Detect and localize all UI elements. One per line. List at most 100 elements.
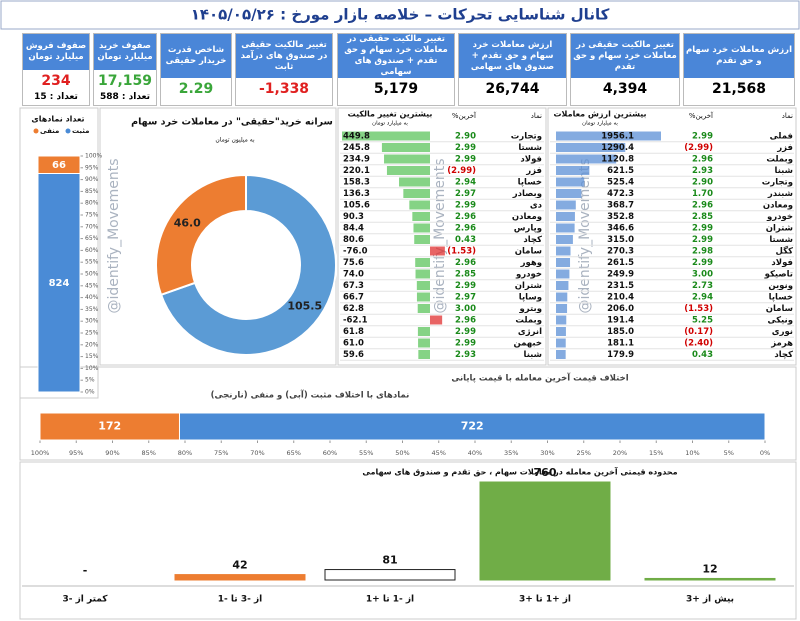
kpi-value: 234	[41, 73, 71, 89]
column-header: نماد	[531, 112, 542, 120]
bar-segment	[178, 412, 766, 441]
cell-change: 2.98	[692, 247, 713, 257]
cell-change: 3.00	[455, 304, 476, 314]
x-tick-label: کمتر از -3	[62, 595, 108, 605]
x-tick-label: 65%	[287, 449, 301, 457]
panel	[547, 107, 797, 366]
cell-change: 2.94	[692, 293, 713, 303]
cell-value: 179.9	[607, 350, 634, 360]
cell-value: 84.4	[343, 224, 364, 234]
kpi-label: صفوف خرید میلیارد تومان	[94, 34, 156, 70]
legend-swatch	[33, 128, 39, 134]
data-bar	[342, 131, 430, 141]
chart-title: تعداد نمادهای	[31, 115, 84, 124]
x-tick-label: 40%	[468, 449, 482, 457]
kpi-label: تغییر مالکیت حقیقی در معاملات خرد سهام و…	[338, 34, 454, 78]
y-tick-label: 10%	[85, 365, 99, 372]
y-tick-label: 55%	[85, 259, 99, 266]
data-bar	[403, 189, 430, 198]
data-bar	[409, 200, 430, 210]
bar-value-label: 12	[702, 562, 717, 575]
data-bar	[416, 281, 430, 290]
y-tick-label: 90%	[85, 176, 99, 183]
cell-value: 270.3	[607, 247, 634, 257]
table-unit: به میلیارد تومان	[582, 121, 618, 127]
cell-symbol: وساپا	[519, 293, 542, 303]
cell-symbol: انرژی	[518, 327, 542, 337]
data-bar	[556, 350, 566, 359]
cell-symbol: هرمز	[770, 339, 793, 349]
bar-value-label: 42	[232, 559, 247, 572]
data-bar	[556, 281, 569, 290]
data-bar	[430, 246, 445, 256]
cell-symbol: شستا	[769, 235, 793, 245]
panel	[337, 107, 547, 366]
cell-symbol: شبندر	[767, 189, 793, 199]
cell-symbol: ونیکی	[768, 316, 794, 326]
segment-label: 722	[461, 420, 484, 433]
cell-change: 2.96	[455, 316, 476, 326]
data-bar	[556, 189, 582, 198]
cell-symbol: وبصادر	[512, 189, 542, 199]
cell-change: 2.99	[692, 258, 713, 268]
table-unit: به میلیارد تومان	[372, 121, 408, 127]
cell-symbol: شستا	[518, 143, 542, 153]
kpi-label: تغییر مالکیت حقیقی در صندوق های درآمد ثا…	[236, 34, 332, 78]
data-bar	[418, 338, 430, 348]
cell-value: 75.6	[343, 258, 364, 268]
cell-value: 90.3	[343, 212, 364, 222]
chart-title: اختلاف قیمت آخرین معامله با قیمت پایانی	[451, 372, 628, 384]
cell-symbol: فولاد	[520, 155, 542, 165]
y-tick-label: 35%	[85, 306, 99, 313]
cell-value: 1956.1	[601, 132, 634, 142]
cell-symbol: تاصیکو	[764, 270, 793, 280]
cell-symbol: فزر	[776, 143, 793, 153]
cell-change: 2.85	[455, 270, 476, 280]
bar-value-label: -	[83, 564, 88, 577]
cell-value: 61.0	[343, 339, 364, 349]
cell-value: 105.6	[343, 201, 370, 211]
x-tick-label: 75%	[214, 449, 228, 457]
y-tick-label: 30%	[85, 318, 99, 325]
legend-swatch	[65, 128, 71, 134]
cell-change: (1.53)	[684, 304, 713, 314]
x-tick-label: 60%	[323, 449, 337, 457]
data-bar	[556, 223, 575, 233]
panel	[19, 461, 797, 620]
cell-value: 61.8	[343, 327, 364, 337]
kpi-card: صفوف خرید میلیارد تومان 17,159 تعداد : 588	[93, 33, 157, 106]
kpi-card: شاخص قدرت خریدار حقیقی 2.29	[160, 33, 232, 106]
data-bar	[556, 143, 626, 152]
cell-change: 2.93	[692, 166, 713, 176]
cell-change: 2.96	[692, 201, 713, 211]
data-bar	[556, 177, 585, 187]
y-tick-label: 80%	[85, 200, 99, 207]
data-bar	[556, 200, 576, 210]
cell-value: 1120.8	[601, 155, 634, 165]
kpi-value: 26,744	[485, 81, 540, 97]
data-bar	[418, 350, 430, 359]
x-tick-label: 5%	[724, 449, 734, 457]
data-bar	[556, 131, 661, 141]
data-bar	[556, 327, 566, 336]
cell-change: 0.43	[692, 350, 713, 360]
cell-symbol: خودرو	[766, 212, 793, 222]
data-bar	[556, 315, 567, 325]
panel	[19, 366, 797, 461]
x-tick-label: 25%	[577, 449, 591, 457]
cell-symbol: ومعادن	[763, 201, 793, 211]
cell-change: 2.99	[455, 155, 476, 165]
cell-symbol: وبترو	[518, 304, 542, 314]
data-bar	[415, 269, 430, 279]
y-tick-label: 0%	[85, 389, 95, 396]
page-title: کانال شناسایی تحرکات – خلاصه بازار مورخ …	[191, 6, 610, 24]
cell-change: 2.99	[455, 201, 476, 211]
bar	[324, 569, 456, 581]
y-tick-label: 95%	[85, 164, 99, 171]
data-bar	[556, 258, 571, 267]
cell-value: 74.0	[343, 270, 364, 280]
kpi-count: تعداد : 15	[34, 92, 78, 102]
cell-symbol: شبنا	[775, 166, 794, 176]
cell-value: 210.4	[607, 293, 634, 303]
